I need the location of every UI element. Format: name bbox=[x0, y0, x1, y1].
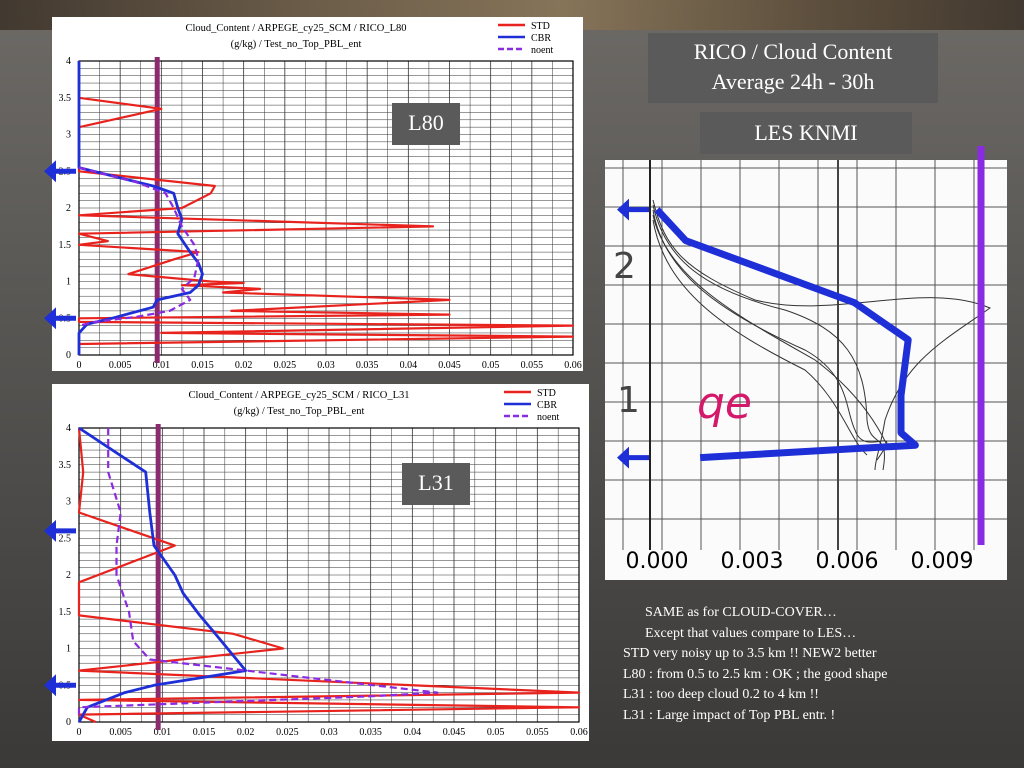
y-tick-label: 1.5 bbox=[59, 607, 72, 618]
annotation-qe: qe bbox=[697, 378, 752, 429]
x-tick-label: 0.02 bbox=[237, 727, 255, 738]
chart-l80: 0 0.005 0.01 0.015 0.02 0.025 0.03 0.035 0.04 0.0… bbox=[44, 21, 582, 371]
x-tick-label: 0.03 bbox=[317, 360, 335, 371]
chart-l31-panel: 0 0.005 0.01 0.015 0.02 0.025 0.03 0.035 0.04 0.0… bbox=[44, 384, 589, 741]
x-tick-label: 0.03 bbox=[320, 727, 338, 738]
x-tick-label: 0.025 bbox=[274, 360, 297, 371]
l80-label: L80 bbox=[392, 103, 460, 145]
note-line: Except that values compare to LES… bbox=[645, 625, 857, 641]
les-member-line bbox=[652, 219, 868, 456]
x-tick-label: 0.045 bbox=[438, 360, 461, 371]
y-tick-label: 2.5 bbox=[59, 533, 72, 544]
y-tick-label: 3.5 bbox=[59, 460, 72, 471]
legend-label: CBR bbox=[531, 33, 551, 44]
x-tick-label: 0.005 bbox=[109, 727, 131, 738]
level-arrow-icon bbox=[617, 198, 649, 221]
x-tick-label: 0.005 bbox=[109, 360, 131, 371]
les-member-line bbox=[652, 199, 992, 471]
slide-title: RICO / Cloud Content Average 24h - 30h bbox=[648, 33, 938, 103]
note-line: STD very noisy up to 3.5 km !! NEW2 bett… bbox=[623, 646, 877, 661]
chart-les-knmi: 2 1 qe 0.000 0.003 0.006 0.009 bbox=[605, 146, 1007, 574]
x-tick-label: 0.015 bbox=[193, 727, 216, 738]
chart-title: Cloud_Content / ARPEGE_cy25_SCM / RICO_L… bbox=[185, 23, 406, 34]
y-tick-label: 4 bbox=[66, 423, 71, 434]
y-tick-label: 1 bbox=[617, 380, 640, 421]
series-line-cbr bbox=[77, 426, 248, 723]
y-tick-label: 1 bbox=[66, 277, 71, 288]
chart-subtitle: (g/kg) / Test_no_Top_PBL_ent bbox=[234, 406, 365, 417]
y-tick-label: 4 bbox=[66, 56, 71, 67]
y-tick-label: 2 bbox=[66, 570, 71, 581]
x-tick-label: 0.04 bbox=[404, 727, 422, 738]
les-label: LES KNMI bbox=[700, 112, 912, 154]
les-member-line bbox=[652, 209, 888, 461]
x-tick-label: 0.01 bbox=[153, 360, 171, 371]
x-tick-label: 0.003 bbox=[721, 549, 784, 574]
level-arrow-icon bbox=[44, 519, 76, 542]
series-line-cbr bbox=[77, 61, 204, 355]
x-tick-label: 0.035 bbox=[356, 360, 379, 371]
plot-frame bbox=[78, 427, 580, 723]
series-line-les bbox=[654, 207, 919, 462]
x-tick-label: 0.055 bbox=[526, 727, 549, 738]
chart-l31: 0 0.005 0.01 0.015 0.02 0.025 0.03 0.035 0.04 0.0… bbox=[44, 388, 588, 738]
x-tick-label: 0.05 bbox=[482, 360, 500, 371]
y-tick-label: 1 bbox=[66, 644, 71, 655]
chart-title: Cloud_Content / ARPEGE_cy25_SCM / RICO_L… bbox=[188, 390, 409, 401]
x-tick-label: 0.055 bbox=[521, 360, 544, 371]
level-arrow-icon bbox=[617, 446, 649, 469]
note-line: SAME as for CLOUD-COVER… bbox=[645, 605, 837, 620]
note-line: L31 : too deep cloud 0.2 to 4 km !! bbox=[623, 687, 819, 702]
legend-label: noent bbox=[537, 412, 559, 423]
x-tick-label: 0.06 bbox=[570, 727, 588, 738]
chart-l80-panel: 0 0.005 0.01 0.015 0.02 0.025 0.03 0.035 0.04 0.0… bbox=[44, 17, 583, 371]
series-line-noent bbox=[78, 166, 200, 327]
slide-title-line1: RICO / Cloud Content bbox=[693, 39, 893, 64]
legend-label: CBR bbox=[537, 400, 557, 411]
slide-notes: SAME as for CLOUD-COVER… Except that val… bbox=[623, 603, 1013, 726]
x-tick-label: 0 bbox=[77, 360, 82, 371]
level-arrow-icon bbox=[44, 160, 76, 183]
x-tick-label: 0.000 bbox=[626, 549, 689, 574]
y-tick-label: 2 bbox=[66, 203, 71, 214]
y-tick-label: 3 bbox=[66, 130, 71, 141]
note-line: L80 : from 0.5 to 2.5 km : OK ; the good… bbox=[623, 666, 888, 682]
x-tick-label: 0.05 bbox=[487, 727, 505, 738]
legend-label: STD bbox=[531, 21, 550, 32]
x-tick-label: 0.035 bbox=[359, 727, 382, 738]
y-tick-label: 2 bbox=[613, 246, 636, 287]
chart-les-panel: 2 1 qe 0.000 0.003 0.006 0.009 bbox=[605, 146, 1007, 580]
level-arrow-icon bbox=[44, 307, 76, 330]
series-line-std bbox=[77, 61, 575, 355]
note-line: L31 : Large impact of Top PBL entr. ! bbox=[623, 707, 836, 723]
x-tick-label: 0.009 bbox=[911, 549, 974, 574]
x-tick-label: 0 bbox=[77, 727, 82, 738]
x-tick-label: 0.02 bbox=[235, 360, 253, 371]
y-tick-label: 0 bbox=[66, 717, 71, 728]
x-tick-label: 0.025 bbox=[276, 727, 299, 738]
chart-subtitle: (g/kg) / Test_no_Top_PBL_ent bbox=[231, 39, 362, 50]
les-member-line bbox=[652, 214, 888, 446]
l31-label: L31 bbox=[402, 463, 470, 505]
y-tick-label: 3.5 bbox=[59, 93, 72, 104]
y-tick-label: 3 bbox=[66, 497, 71, 508]
x-tick-label: 0.045 bbox=[443, 727, 466, 738]
x-tick-label: 0.04 bbox=[400, 360, 418, 371]
level-arrow-icon bbox=[44, 674, 76, 697]
legend-label: STD bbox=[537, 388, 556, 399]
x-tick-label: 0.006 bbox=[816, 549, 879, 574]
series-line-noent bbox=[77, 428, 439, 715]
x-tick-label: 0.015 bbox=[191, 360, 214, 371]
legend-label: noent bbox=[531, 45, 553, 56]
les-member-line bbox=[652, 204, 885, 471]
y-tick-label: 1.5 bbox=[59, 240, 72, 251]
plot-frame bbox=[78, 60, 574, 356]
x-tick-label: 0.01 bbox=[154, 727, 172, 738]
y-tick-label: 0 bbox=[66, 350, 71, 361]
slide-title-line2: Average 24h - 30h bbox=[711, 69, 875, 94]
series-line-std bbox=[77, 427, 581, 724]
x-tick-label: 0.06 bbox=[564, 360, 582, 371]
